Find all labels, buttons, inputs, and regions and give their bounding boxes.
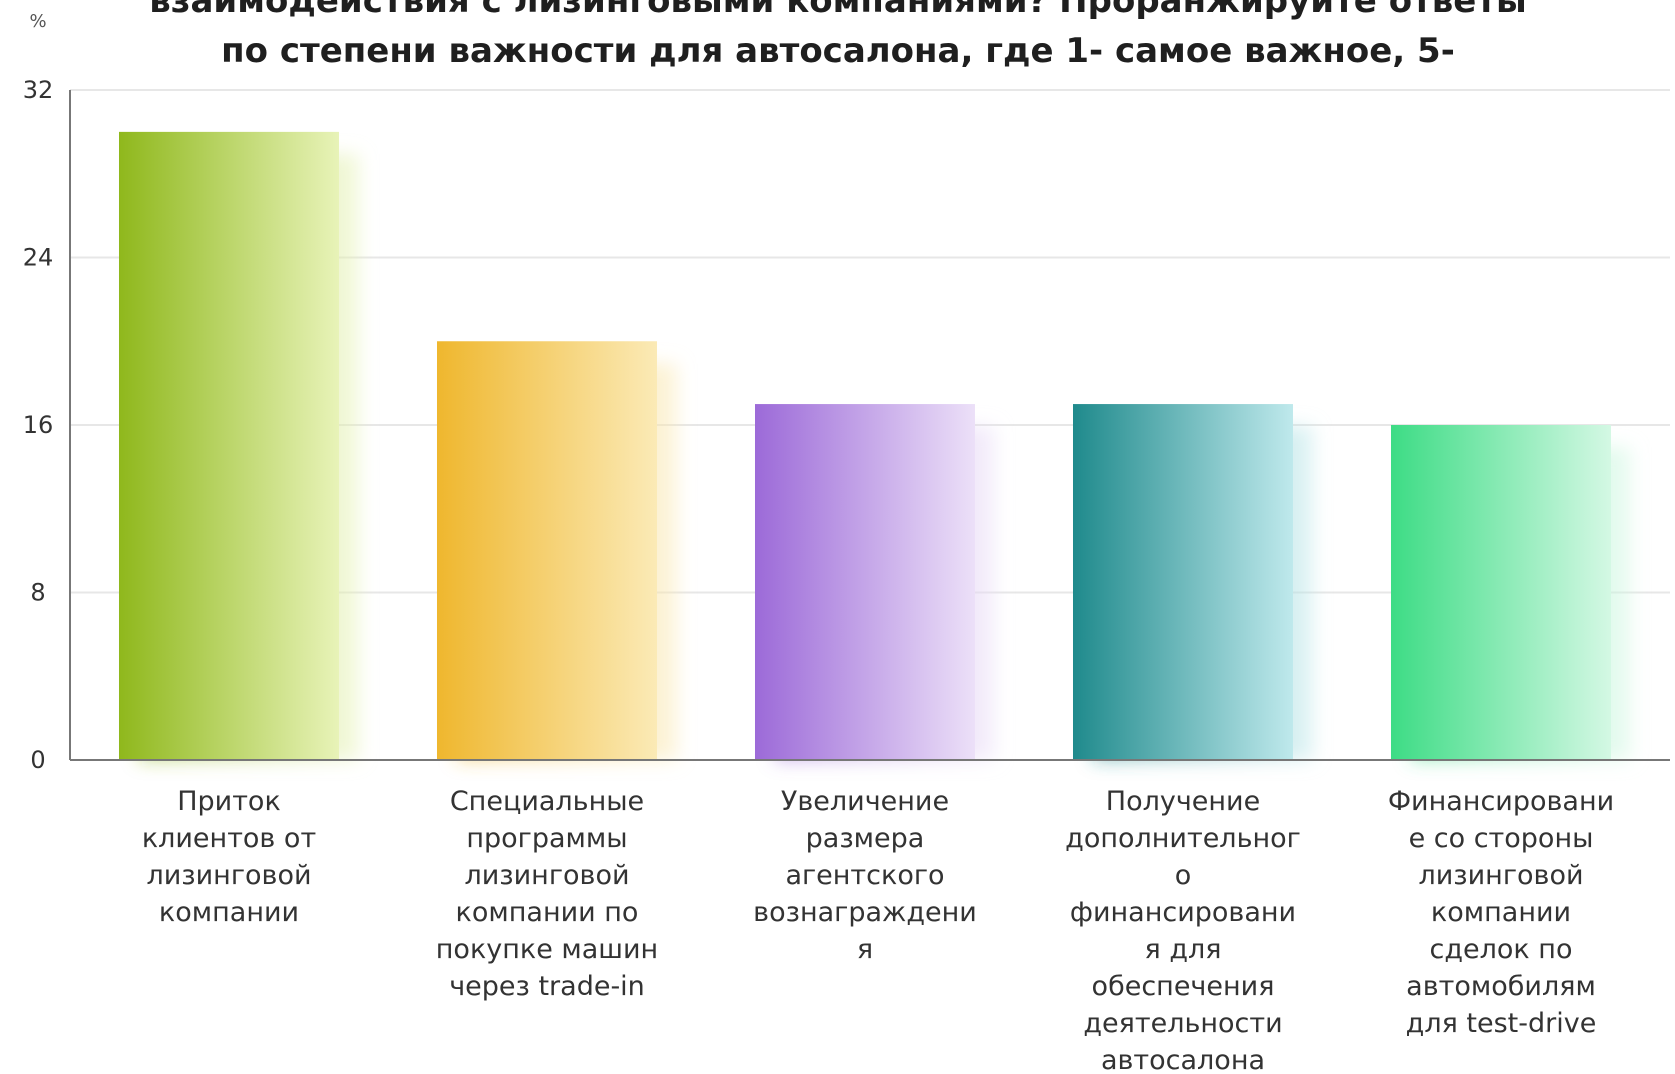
- bar: [1391, 425, 1611, 760]
- bar: [119, 131, 339, 760]
- bar: [755, 404, 975, 760]
- y-tick-label: 32: [23, 76, 54, 104]
- x-category-label: Специальные программы лизинговой компании п…: [436, 786, 658, 1002]
- bar: [1073, 404, 1293, 760]
- x-category-labels: Приток клиентов от лизинговой компании Специ…: [142, 786, 1614, 1074]
- chart-title: взаимодействия с лизинговыми компаниями?…: [149, 0, 1527, 71]
- y-tick-labels: 0 8 16 24 32: [23, 76, 54, 774]
- y-tick-label: 0: [30, 746, 45, 774]
- y-tick-label: 16: [23, 411, 54, 439]
- axes: [69, 90, 1670, 761]
- chart-title-line-2: по степени важности для автосалона, где …: [221, 31, 1455, 71]
- y-tick-label: 24: [23, 244, 54, 272]
- y-axis-unit-label: %: [29, 11, 46, 32]
- x-category-label: Приток клиентов от лизинговой компании: [142, 786, 316, 928]
- x-category-label: Увеличение размера агентского вознаграждени…: [753, 786, 977, 965]
- y-tick-label: 8: [30, 579, 45, 607]
- x-category-label: Получение дополнительног о финансировани я д…: [1065, 786, 1301, 1074]
- chart-title-line-1: взаимодействия с лизинговыми компаниями?…: [149, 0, 1527, 21]
- bar: [437, 341, 657, 760]
- bars: [119, 131, 1631, 760]
- x-category-label: Финансировани е со стороны лизинговой компа…: [1388, 786, 1614, 1039]
